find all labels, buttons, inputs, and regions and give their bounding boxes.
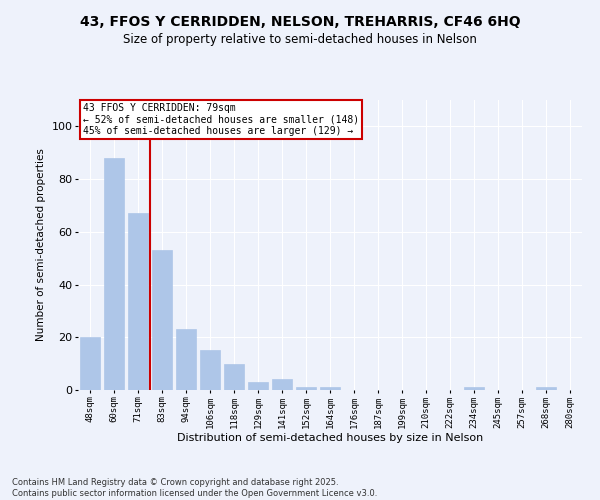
Text: 43, FFOS Y CERRIDDEN, NELSON, TREHARRIS, CF46 6HQ: 43, FFOS Y CERRIDDEN, NELSON, TREHARRIS,… — [80, 15, 520, 29]
Bar — [464, 388, 484, 390]
Bar — [200, 350, 220, 390]
Bar — [80, 338, 100, 390]
Text: Contains HM Land Registry data © Crown copyright and database right 2025.
Contai: Contains HM Land Registry data © Crown c… — [12, 478, 377, 498]
Text: Size of property relative to semi-detached houses in Nelson: Size of property relative to semi-detach… — [123, 32, 477, 46]
Bar — [224, 364, 244, 390]
X-axis label: Distribution of semi-detached houses by size in Nelson: Distribution of semi-detached houses by … — [177, 434, 483, 444]
Bar — [104, 158, 124, 390]
Bar — [128, 214, 148, 390]
Bar — [296, 388, 316, 390]
Bar — [152, 250, 172, 390]
Bar — [176, 330, 196, 390]
Bar — [320, 388, 340, 390]
Bar — [272, 380, 292, 390]
Bar — [248, 382, 268, 390]
Text: 43 FFOS Y CERRIDDEN: 79sqm
← 52% of semi-detached houses are smaller (148)
45% o: 43 FFOS Y CERRIDDEN: 79sqm ← 52% of semi… — [83, 103, 359, 136]
Y-axis label: Number of semi-detached properties: Number of semi-detached properties — [36, 148, 46, 342]
Bar — [536, 388, 556, 390]
